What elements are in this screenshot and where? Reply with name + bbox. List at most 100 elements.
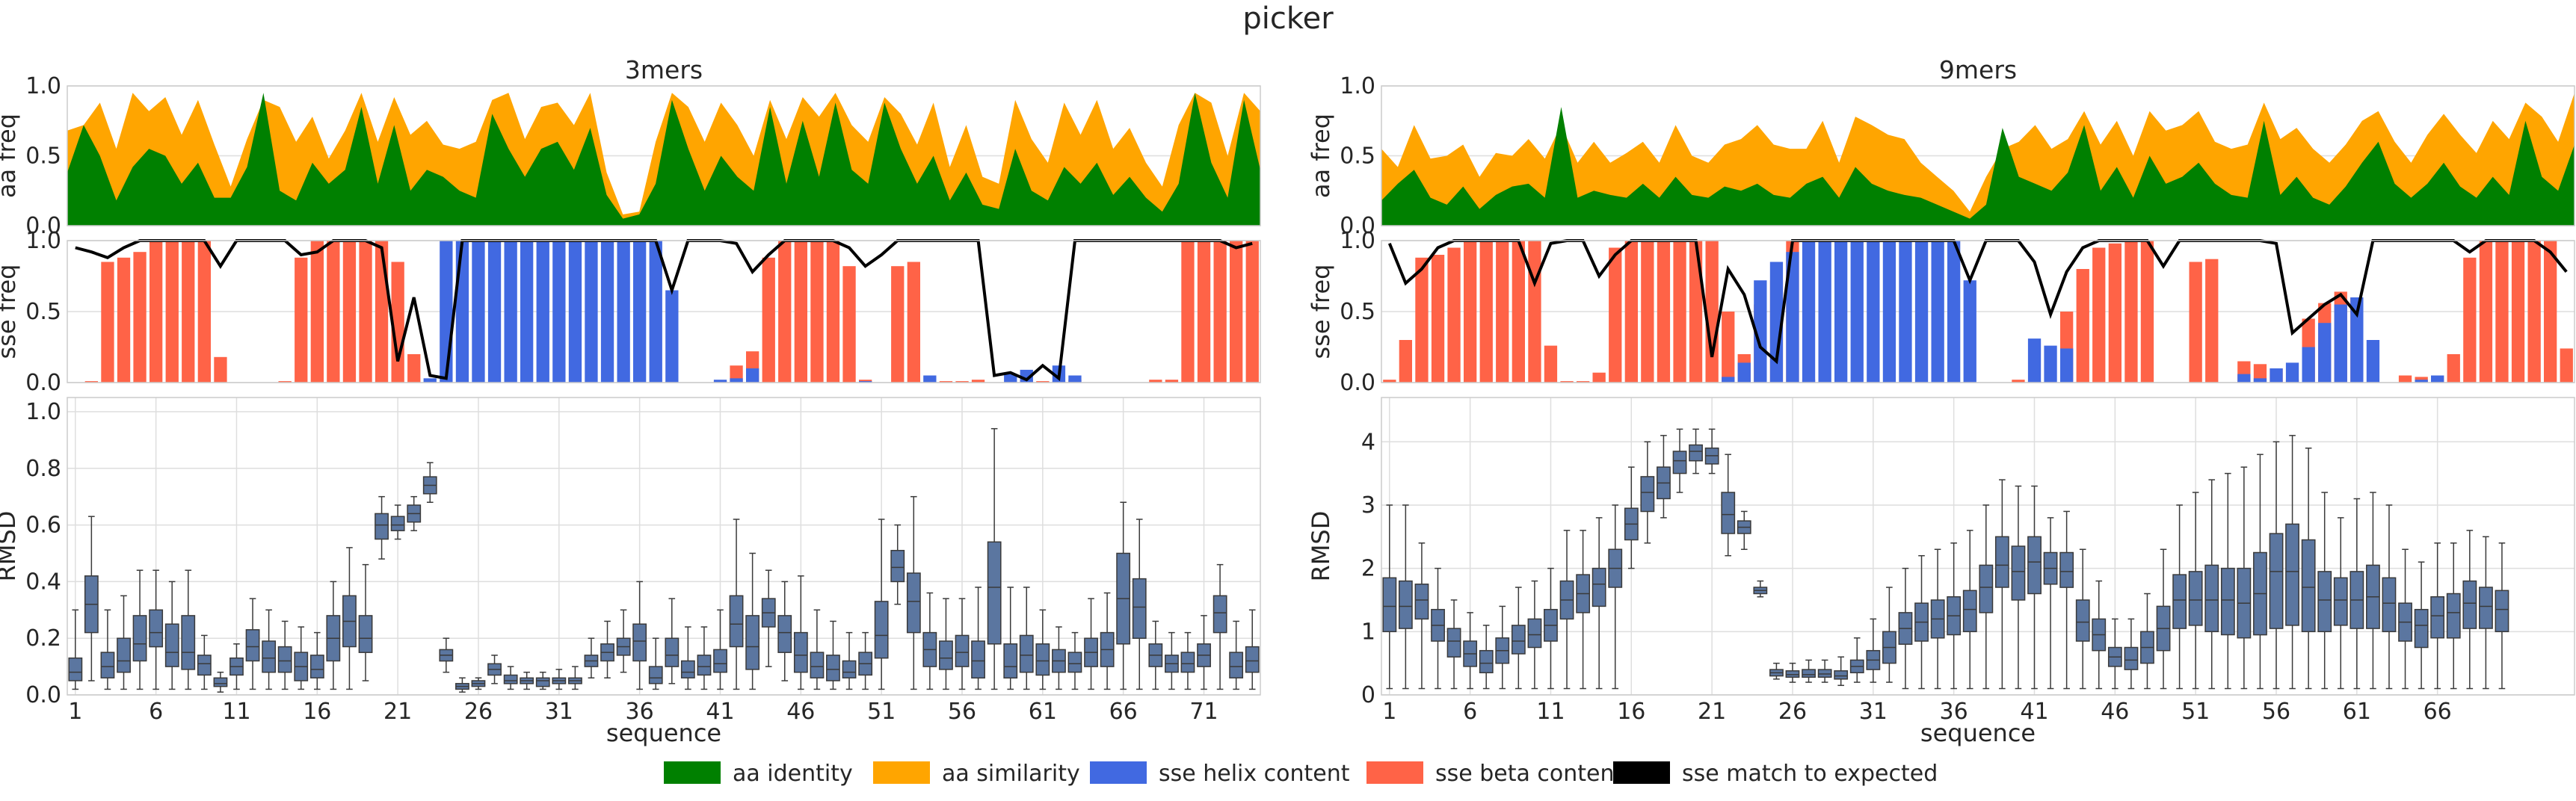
- rmsd-9mers-frame: [1381, 397, 2575, 696]
- bar-sse-beta-content: [1197, 241, 1211, 383]
- box-item: [1914, 554, 1929, 690]
- rmsd-ytick-label: 0.2: [25, 625, 61, 652]
- box-body: [1132, 578, 1147, 639]
- box-item: [600, 620, 614, 679]
- bar-sse-helix-content: [552, 241, 566, 383]
- box-body: [1672, 451, 1687, 474]
- bar-sse-helix-content: [1899, 241, 1912, 383]
- aa-freq-ylabel: aa freq: [1307, 114, 1335, 198]
- rmsd-ytick-label: 0: [1361, 682, 1375, 708]
- legend-item: aa similarity: [873, 761, 1080, 787]
- box-body: [2285, 523, 2299, 626]
- box-item: [552, 669, 567, 690]
- bar-sse-beta-content: [907, 262, 920, 383]
- box-item: [1979, 504, 1994, 690]
- legend-label: sse match to expected: [1682, 761, 1938, 787]
- box-item: [1721, 454, 1736, 557]
- bar-sse-beta-content: [2189, 262, 2202, 383]
- box-body: [262, 640, 277, 673]
- box-body: [713, 649, 727, 673]
- bar-sse-helix-content: [1947, 241, 1961, 383]
- box-item: [2092, 580, 2107, 690]
- box-item: [2301, 447, 2316, 690]
- bar-sse-beta-content: [117, 257, 131, 383]
- bar-sse-beta-content: [197, 241, 211, 383]
- box-body: [1834, 670, 1849, 680]
- box-item: [648, 637, 663, 690]
- rmsd-xlabel: sequence: [1920, 719, 2036, 747]
- bar-sse-helix-content: [617, 241, 630, 383]
- box-body: [1019, 634, 1034, 673]
- box-item: [2188, 492, 2203, 690]
- rmsd-xtick-label: 1: [68, 699, 82, 725]
- box-body: [1067, 652, 1082, 673]
- box-item: [390, 504, 405, 540]
- box-item: [1657, 435, 1671, 519]
- box-item: [1398, 504, 1413, 690]
- panel-title-3mers: 3mers: [625, 55, 703, 84]
- bar-sse-beta-content: [1230, 241, 1243, 383]
- box-item: [2333, 517, 2348, 690]
- bar-sse-beta-content: [375, 241, 389, 383]
- bar-sse-helix-content: [713, 380, 727, 383]
- box-body: [164, 623, 179, 667]
- aa-freq-plot-9mers: 0.0 0.5 1.0 9mers aa freq: [1307, 55, 2575, 239]
- rmsd-xtick-label: 41: [706, 699, 734, 725]
- bar-sse-beta-content: [407, 354, 421, 383]
- legend-item: sse helix content: [1090, 761, 1350, 787]
- box-item: [294, 626, 309, 690]
- box-body: [245, 629, 260, 662]
- bar-sse-beta-content: [1447, 247, 1461, 383]
- box-item: [1382, 504, 1397, 690]
- bar-sse-beta-content: [84, 381, 98, 383]
- box-body: [939, 640, 953, 670]
- rmsd-xtick-label: 51: [2181, 699, 2210, 725]
- legend-swatch: [873, 761, 930, 784]
- rmsd-xtick-label: 1: [1382, 699, 1396, 725]
- legend-item: aa identity: [664, 761, 853, 787]
- bar-sse-helix-content: [2027, 338, 2042, 383]
- rmsd-xtick-label: 61: [2343, 699, 2371, 725]
- box-item: [971, 587, 985, 690]
- bar-sse-beta-content: [2108, 243, 2121, 383]
- legend-item: sse match to expected: [1613, 761, 1938, 787]
- bar-sse-beta-content: [2495, 241, 2509, 383]
- rmsd-xtick-label: 56: [948, 699, 976, 725]
- bar-sse-beta-content: [182, 241, 195, 383]
- bar-sse-helix-content: [585, 241, 598, 383]
- box-body: [890, 549, 905, 583]
- box-item: [1067, 631, 1082, 690]
- box-body: [2269, 533, 2284, 629]
- box-item: [890, 524, 905, 605]
- bar-sse-beta-content: [810, 241, 824, 383]
- rmsd-xtick-label: 6: [149, 699, 163, 725]
- legend: aa identity aa similarity sse helix conten…: [664, 761, 1938, 787]
- box-body: [503, 674, 518, 684]
- box-item: [2172, 504, 2187, 690]
- sse-freq-ytick-label: 0.0: [25, 370, 61, 396]
- box-item: [2237, 466, 2252, 690]
- bar-sse-beta-content: [101, 262, 114, 383]
- rmsd-ylabel: RMSD: [0, 511, 21, 582]
- bar-sse-helix-content: [1931, 241, 1944, 383]
- bar-sse-helix-content: [520, 241, 534, 383]
- rmsd-xtick-label: 66: [1109, 699, 1138, 725]
- box-body: [729, 595, 744, 648]
- sse-freq-ytick-label: 1.0: [25, 228, 61, 254]
- bar-sse-beta-content: [1165, 380, 1179, 383]
- box-item: [1148, 620, 1163, 690]
- box-body: [2479, 587, 2493, 629]
- legend-label: aa identity: [733, 761, 853, 787]
- box-item: [1229, 620, 1244, 690]
- aa-freq-3mers-frame: [67, 85, 1261, 226]
- box-body: [1446, 628, 1461, 658]
- bar-sse-beta-content: [1479, 241, 1493, 383]
- bar-sse-helix-content: [423, 378, 437, 383]
- box-body: [1721, 492, 1736, 534]
- box-item: [1019, 587, 1034, 690]
- bar-sse-beta-content: [971, 380, 985, 383]
- box-item: [2479, 536, 2493, 690]
- box-item: [1100, 592, 1115, 690]
- bar-sse-helix-content: [1818, 241, 1831, 383]
- rmsd-ylabel: RMSD: [1307, 511, 1335, 582]
